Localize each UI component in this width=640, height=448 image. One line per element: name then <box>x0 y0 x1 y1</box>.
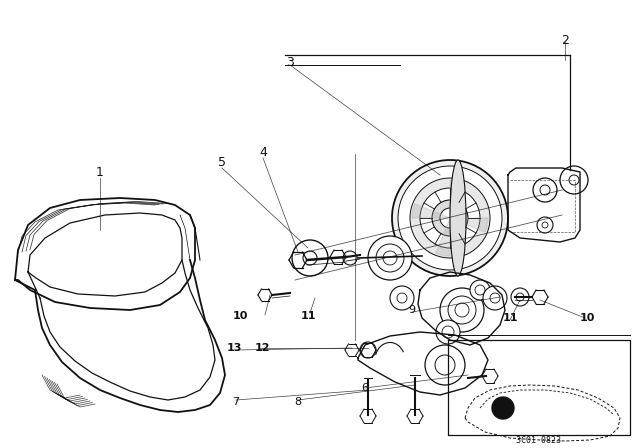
Text: 9: 9 <box>408 305 415 315</box>
Polygon shape <box>450 180 464 218</box>
Polygon shape <box>450 218 488 232</box>
Circle shape <box>483 286 507 310</box>
Circle shape <box>511 288 529 306</box>
Circle shape <box>390 286 414 310</box>
Text: 1: 1 <box>96 165 104 178</box>
Circle shape <box>492 397 514 419</box>
Circle shape <box>432 200 468 236</box>
Text: 3: 3 <box>286 56 294 69</box>
Text: 11: 11 <box>300 311 316 321</box>
Circle shape <box>470 280 490 300</box>
Circle shape <box>360 342 376 358</box>
Polygon shape <box>412 204 450 218</box>
Text: 7: 7 <box>232 397 239 407</box>
Circle shape <box>398 166 502 270</box>
Polygon shape <box>436 218 450 256</box>
Circle shape <box>343 251 357 265</box>
Text: 12: 12 <box>254 343 269 353</box>
Text: 3C01 0823: 3C01 0823 <box>516 435 561 444</box>
Circle shape <box>292 240 328 276</box>
Text: 4: 4 <box>259 146 267 159</box>
Text: 5: 5 <box>218 155 226 168</box>
Circle shape <box>425 345 465 385</box>
Circle shape <box>440 208 460 228</box>
Circle shape <box>368 236 412 280</box>
Circle shape <box>410 178 490 258</box>
Text: 11: 11 <box>502 313 518 323</box>
Circle shape <box>420 188 480 248</box>
Text: 8: 8 <box>294 397 301 407</box>
Text: 6: 6 <box>362 383 369 393</box>
Circle shape <box>436 320 460 344</box>
Circle shape <box>560 166 588 194</box>
Text: 10: 10 <box>579 313 595 323</box>
Circle shape <box>392 160 508 276</box>
Text: 13: 13 <box>227 343 242 353</box>
Text: 2: 2 <box>561 34 569 47</box>
Circle shape <box>440 288 484 332</box>
Text: 10: 10 <box>232 311 248 321</box>
Ellipse shape <box>450 160 466 276</box>
